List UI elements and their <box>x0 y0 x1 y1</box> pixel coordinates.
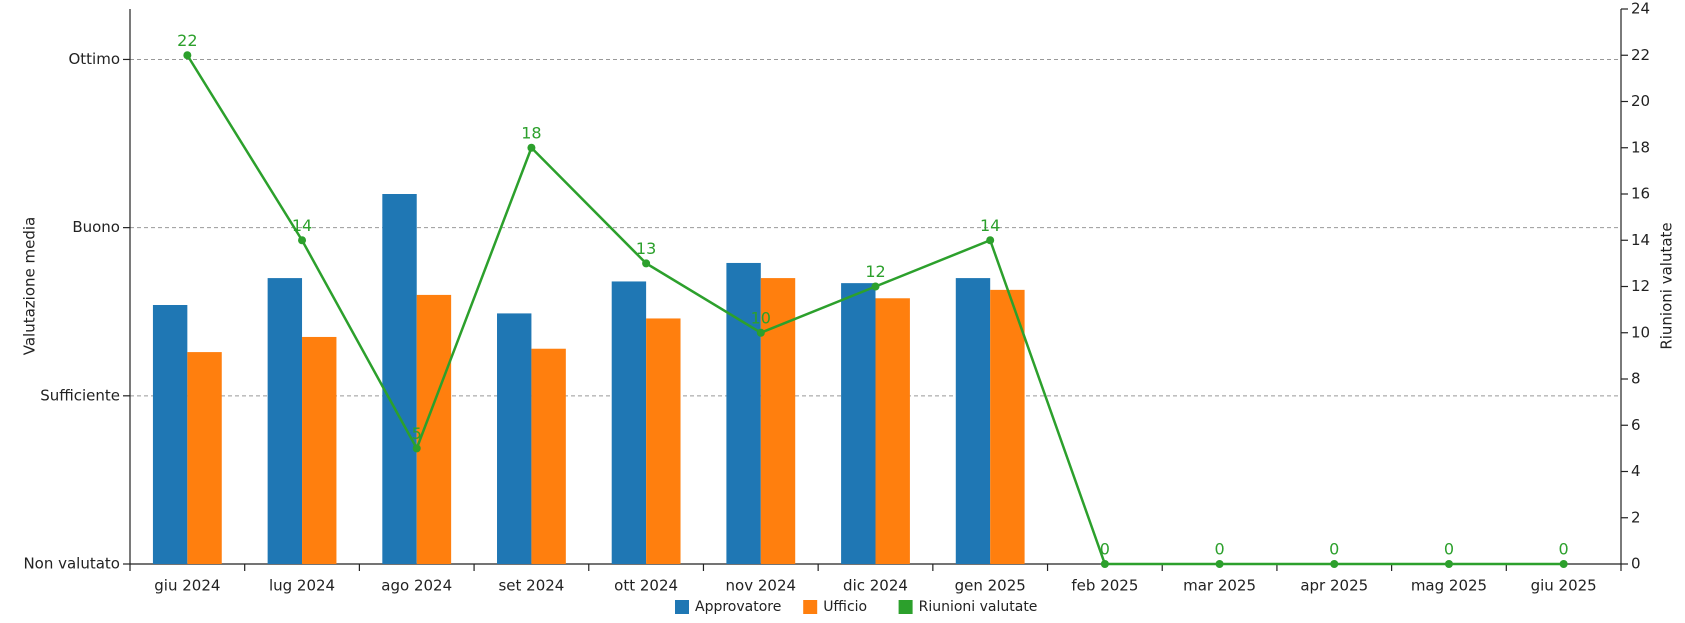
bar <box>990 289 1025 564</box>
x-tick-label: nov 2024 <box>726 577 797 595</box>
legend-label: Ufficio <box>823 599 867 615</box>
bar <box>152 305 188 564</box>
y-tick-label: Sufficiente <box>40 386 120 404</box>
legend-swatch <box>898 600 913 614</box>
y-axis-title: Valutazione media <box>21 217 39 355</box>
bar <box>302 336 337 564</box>
x-tick-label: lug 2024 <box>269 577 335 595</box>
y2-axis-title: Riunioni valutate <box>1658 222 1676 349</box>
point <box>183 51 192 60</box>
data-label: 0 <box>1444 540 1454 559</box>
y2-tick-label: 6 <box>1631 416 1641 434</box>
bar <box>955 278 991 564</box>
point <box>1444 560 1453 568</box>
y2-tick-label: 16 <box>1631 185 1650 203</box>
y2-tick-label: 22 <box>1631 46 1650 64</box>
y2-tick-label: 20 <box>1631 92 1650 110</box>
point <box>642 259 651 268</box>
x-tick-label: mag 2025 <box>1411 577 1487 595</box>
bar <box>726 262 761 564</box>
x-tick-label: giu 2024 <box>154 577 220 595</box>
y2-tick-label: 12 <box>1631 277 1650 295</box>
y2-tick-label: 8 <box>1631 370 1641 388</box>
data-label: 0 <box>1100 540 1110 559</box>
point <box>1215 560 1224 568</box>
point <box>1559 560 1568 568</box>
point <box>527 143 536 152</box>
bar <box>497 313 532 564</box>
data-label: 14 <box>980 216 1000 235</box>
legend-label: Riunioni valutate <box>919 599 1038 615</box>
y-tick-label: Ottimo <box>68 50 120 68</box>
bar <box>382 194 417 564</box>
point <box>298 236 307 245</box>
bar <box>187 352 222 564</box>
y-tick-label: Non valutato <box>23 555 120 573</box>
y2-tick-label: 0 <box>1631 555 1641 573</box>
y2-tick-label: 24 <box>1631 0 1650 18</box>
bar <box>841 283 876 564</box>
data-label: 0 <box>1559 540 1569 559</box>
point <box>986 236 995 245</box>
point <box>756 328 765 337</box>
y2-tick-label: 14 <box>1631 231 1650 249</box>
point <box>1330 560 1339 568</box>
bar <box>267 278 303 564</box>
x-tick-label: feb 2025 <box>1071 577 1138 595</box>
bar <box>416 294 452 564</box>
legend-swatch <box>803 600 818 614</box>
data-label: 12 <box>865 262 885 281</box>
x-tick-label: apr 2025 <box>1300 577 1368 595</box>
y2-tick-label: 10 <box>1631 323 1650 341</box>
data-label: 0 <box>1329 540 1339 559</box>
y2-tick-label: 18 <box>1631 138 1650 156</box>
point <box>871 282 880 291</box>
point <box>412 444 421 453</box>
legend-label: Approvatore <box>695 599 781 615</box>
x-tick-label: mar 2025 <box>1183 577 1256 595</box>
data-label: 18 <box>521 123 541 142</box>
bar <box>875 298 910 564</box>
bar <box>531 348 566 564</box>
x-tick-label: ago 2024 <box>381 577 452 595</box>
data-label: 10 <box>751 308 771 327</box>
bar <box>611 281 647 564</box>
data-label: 0 <box>1214 540 1224 559</box>
bar <box>646 318 681 564</box>
data-label: 13 <box>636 239 656 258</box>
y2-tick-label: 2 <box>1631 508 1641 526</box>
x-tick-label: gen 2025 <box>955 577 1026 595</box>
y2-tick-label: 4 <box>1631 462 1641 480</box>
x-tick-label: dic 2024 <box>843 577 908 595</box>
x-tick-label: set 2024 <box>498 577 564 595</box>
y-tick-label: Buono <box>72 218 120 236</box>
legend-swatch <box>675 600 689 614</box>
x-tick-label: ott 2024 <box>614 577 678 595</box>
data-label: 14 <box>292 216 312 235</box>
data-label: 22 <box>177 31 197 50</box>
x-tick-label: giu 2025 <box>1531 577 1597 595</box>
data-label: 5 <box>412 424 422 443</box>
point <box>1100 560 1109 568</box>
